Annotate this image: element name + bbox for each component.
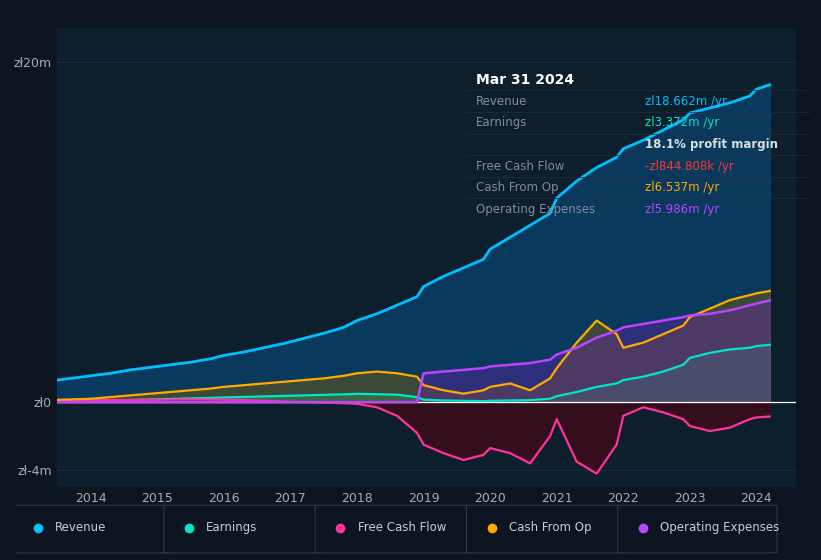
Text: zl6.537m /yr: zl6.537m /yr xyxy=(644,181,719,194)
Text: Free Cash Flow: Free Cash Flow xyxy=(358,521,446,534)
Text: -zl844.808k /yr: -zl844.808k /yr xyxy=(644,160,734,172)
Text: Cash From Op: Cash From Op xyxy=(476,181,558,194)
FancyBboxPatch shape xyxy=(617,505,777,553)
Text: zl18.662m /yr: zl18.662m /yr xyxy=(644,95,727,108)
FancyBboxPatch shape xyxy=(12,505,172,553)
Text: 18.1% profit margin: 18.1% profit margin xyxy=(644,138,777,151)
FancyBboxPatch shape xyxy=(164,505,323,553)
Text: Earnings: Earnings xyxy=(206,521,258,534)
Text: Revenue: Revenue xyxy=(55,521,107,534)
Text: Earnings: Earnings xyxy=(476,116,527,129)
Text: Operating Expenses: Operating Expenses xyxy=(660,521,780,534)
FancyBboxPatch shape xyxy=(466,505,626,553)
Text: Revenue: Revenue xyxy=(476,95,527,108)
Text: zl3.372m /yr: zl3.372m /yr xyxy=(644,116,719,129)
Text: Mar 31 2024: Mar 31 2024 xyxy=(476,73,574,87)
Text: Cash From Op: Cash From Op xyxy=(509,521,591,534)
FancyBboxPatch shape xyxy=(315,505,475,553)
Text: Operating Expenses: Operating Expenses xyxy=(476,203,595,216)
Text: Free Cash Flow: Free Cash Flow xyxy=(476,160,564,172)
Text: zl5.986m /yr: zl5.986m /yr xyxy=(644,203,719,216)
